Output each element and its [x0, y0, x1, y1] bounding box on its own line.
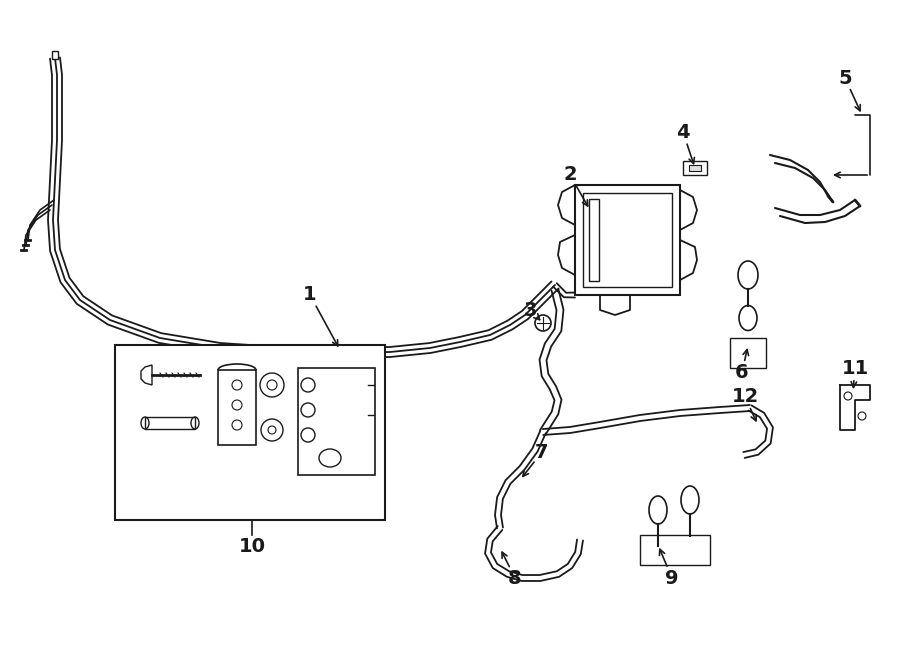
Text: 1: 1	[303, 285, 317, 305]
Text: 10: 10	[238, 537, 266, 556]
Bar	[115, 345, 385, 520]
Text: 2: 2	[563, 166, 577, 185]
Text: 3: 3	[523, 301, 536, 320]
Bar	[575, 185, 680, 295]
Bar	[689, 165, 701, 171]
Bar	[52, 51, 58, 59]
Text: 7: 7	[536, 442, 549, 461]
Text: 5: 5	[838, 68, 851, 87]
Bar	[583, 193, 672, 287]
Bar	[298, 368, 375, 475]
Bar	[683, 161, 707, 175]
Text: 11: 11	[842, 359, 868, 377]
Bar	[730, 338, 766, 368]
Text: 12: 12	[732, 387, 759, 406]
Text: 4: 4	[676, 122, 689, 142]
Text: 9: 9	[665, 569, 679, 587]
Bar	[218, 370, 256, 445]
Bar	[145, 417, 195, 429]
Bar	[640, 535, 710, 565]
Text: 8: 8	[508, 569, 522, 587]
Bar	[589, 199, 599, 281]
Text: 6: 6	[735, 363, 749, 383]
